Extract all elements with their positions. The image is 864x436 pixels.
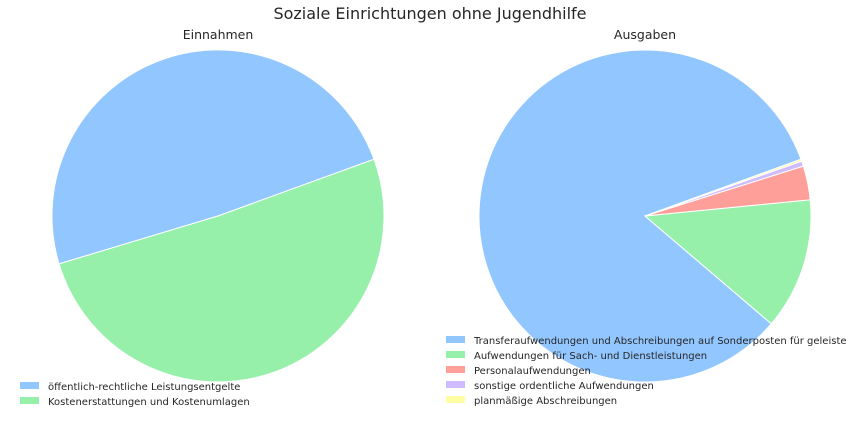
legend-einnahmen: öffentlich-rechtliche Leistungsentgelte K… (20, 382, 250, 408)
legend-swatch-transferaufwendungen-und-abschreibungen-auf-sonderposten-fur-geleiste (446, 336, 465, 343)
legend-swatch-sonstige-ordentliche-aufwendungen (446, 381, 465, 388)
pie-title: Einnahmen (183, 27, 254, 42)
legend-label-planmassige-abschreibungen: planmäßige Abschreibungen (474, 396, 617, 407)
legend-label-offentlich-rechtliche-leistungsentgelte: öffentlich-rechtliche Leistungsentgelte (48, 382, 240, 393)
legend-swatch-personalaufwendungen (446, 366, 465, 373)
pie-chart-ausgaben: Ausgaben (478, 27, 812, 383)
legend-label-sonstige-ordentliche-aufwendungen: sonstige ordentliche Aufwendungen (474, 381, 654, 392)
legend-ausgaben: Transferaufwendungen und Abschreibungen … (446, 336, 847, 407)
pie-chart-einnahmen: Einnahmen (51, 27, 385, 383)
pie-slice-kostenerstattungen-und-kostenumlagen (58, 158, 385, 383)
pie-slice-aufwendungen-fur-sach-und-dienstleistungen (643, 199, 812, 325)
legend-label-personalaufwendungen: Personalaufwendungen (474, 366, 591, 377)
legend-swatch-offentlich-rechtliche-leistungsentgelte (20, 382, 39, 389)
pie-slice-transferaufwendungen-und-abschreibungen-auf-sonderposten-fur-geleiste (478, 49, 802, 383)
pie-title: Ausgaben (614, 27, 676, 42)
legend-label-aufwendungen-fur-sach-und-dienstleistungen: Aufwendungen für Sach- und Dienstleistun… (474, 351, 707, 362)
legend-swatch-planmassige-abschreibungen (446, 396, 465, 403)
figure-title: Soziale Einrichtungen ohne Jugendhilfe (273, 4, 586, 23)
pie-slice-offentlich-rechtliche-leistungsentgelte (51, 49, 375, 265)
legend-swatch-aufwendungen-fur-sach-und-dienstleistungen (446, 351, 465, 358)
legend-label-kostenerstattungen-und-kostenumlagen: Kostenerstattungen und Kostenumlagen (48, 397, 250, 408)
legend-swatch-kostenerstattungen-und-kostenumlagen (20, 397, 39, 404)
pie-slice-planmassige-abschreibungen (644, 158, 803, 217)
legend-label-transferaufwendungen-und-abschreibungen-auf-sonderposten-fur-geleiste: Transferaufwendungen und Abschreibungen … (473, 336, 847, 347)
